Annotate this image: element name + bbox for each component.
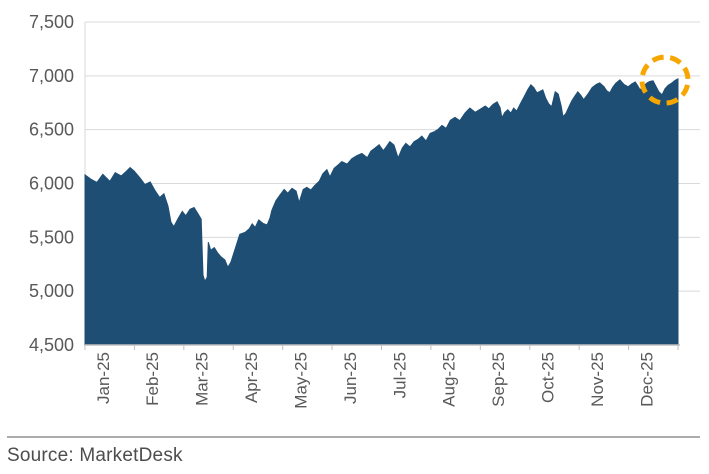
- index-area-chart: 4,500 5,000 5,500 6,000 6,500 7,000 7,500 Jan-2…: [29, 12, 700, 409]
- x-axis-tick-label: Jun-25: [341, 352, 360, 404]
- x-axis-tick-label: Aug-25: [440, 352, 459, 407]
- y-axis-tick-label: 6,000: [29, 174, 74, 194]
- area-series-path: [84, 77, 679, 346]
- x-axis-tick-label: Feb-25: [143, 352, 162, 406]
- highlight-circle-annotation: [639, 54, 691, 106]
- source-label: Source: MarketDesk: [7, 445, 183, 466]
- x-axis-tick-label: Sep-25: [489, 352, 508, 407]
- x-axis-tick-label: Mar-25: [193, 352, 212, 406]
- y-axis-tick-label: 7,500: [29, 12, 74, 32]
- y-axis-tick-label: 4,500: [29, 335, 74, 355]
- x-axis-tick-label: Jan-25: [94, 352, 113, 404]
- x-axis-tick-label: Dec-25: [637, 352, 656, 407]
- y-axis-tick-label: 6,500: [29, 120, 74, 140]
- y-axis-tick-label: 7,000: [29, 66, 74, 86]
- x-axis-tick-label: Oct-25: [539, 352, 558, 403]
- x-axis-tick-label: Jul-25: [390, 352, 409, 398]
- y-axis-tick-label: 5,000: [29, 281, 74, 301]
- separator-line: [7, 436, 700, 438]
- x-axis-tick-label: May-25: [292, 352, 311, 409]
- y-axis-tick-label: 5,500: [29, 227, 74, 247]
- x-axis-tick-label: Apr-25: [242, 352, 261, 403]
- x-axis-tick-label: Nov-25: [588, 352, 607, 407]
